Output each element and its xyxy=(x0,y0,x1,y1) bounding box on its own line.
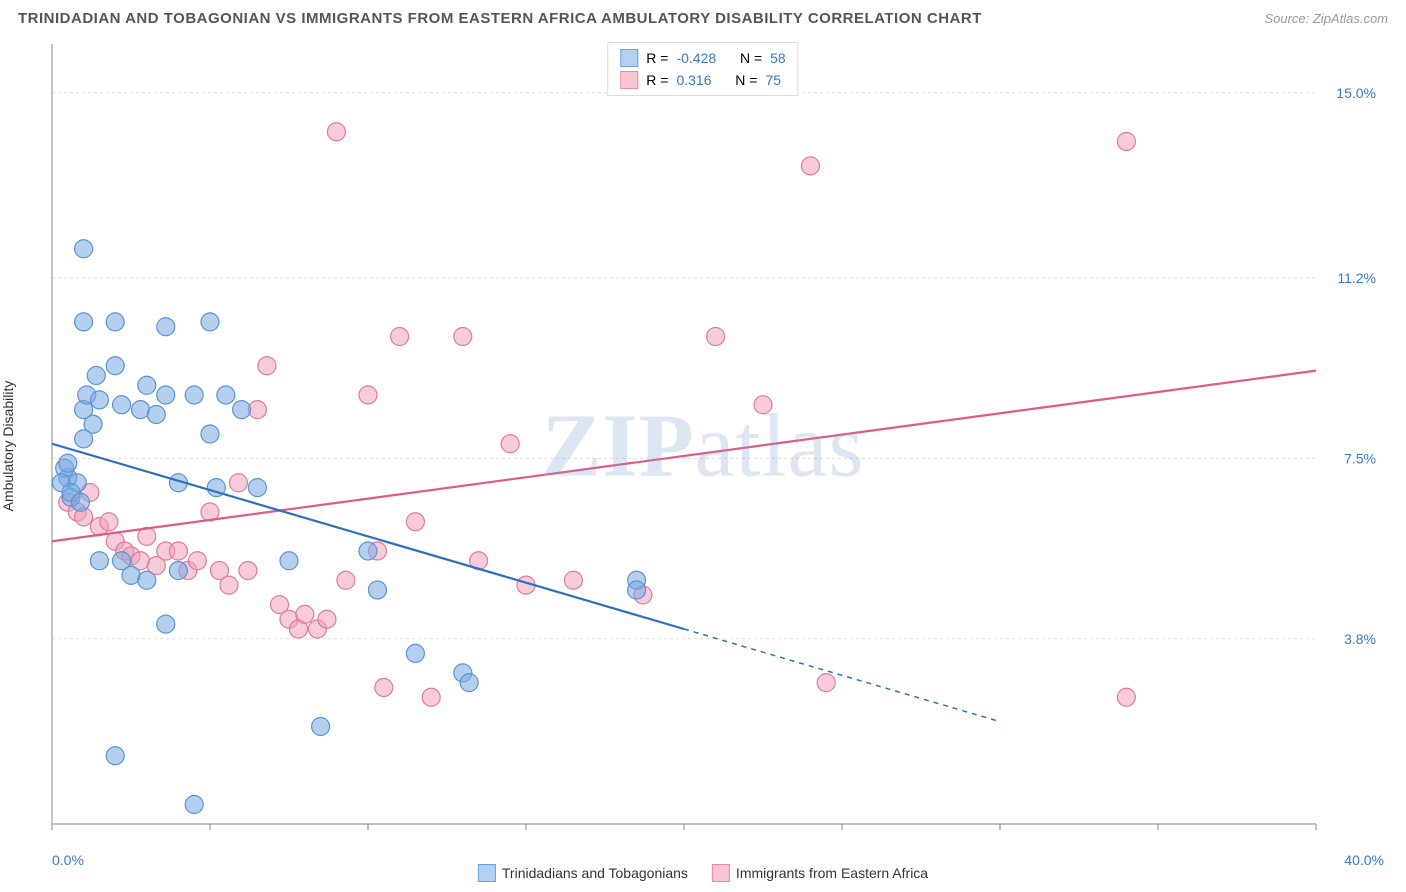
swatch-icon xyxy=(620,49,638,67)
svg-text:7.5%: 7.5% xyxy=(1344,450,1376,466)
correlation-legend: R = -0.428 N = 58 R = 0.316 N = 75 xyxy=(607,42,798,96)
swatch-icon xyxy=(712,864,730,882)
plot-area: 3.8% 7.5% 11.2% 15.0% xyxy=(48,40,1386,844)
x-axis-max-label: 40.0% xyxy=(1344,852,1384,868)
legend-row-pink: R = 0.316 N = 75 xyxy=(620,69,785,91)
x-axis-min-label: 0.0% xyxy=(52,852,84,868)
swatch-icon xyxy=(478,864,496,882)
swatch-icon xyxy=(620,71,638,89)
svg-text:3.8%: 3.8% xyxy=(1344,631,1376,647)
chart-title: TRINIDADIAN AND TOBAGONIAN VS IMMIGRANTS… xyxy=(18,10,982,27)
svg-text:11.2%: 11.2% xyxy=(1337,270,1376,286)
y-axis-label: Ambulatory Disability xyxy=(0,381,16,512)
legend-item-blue: Trinidadians and Tobagonians xyxy=(478,864,688,882)
chart-canvas: 3.8% 7.5% 11.2% 15.0% xyxy=(48,40,1386,844)
source-label: Source: ZipAtlas.com xyxy=(1264,11,1388,26)
series-legend: Trinidadians and Tobagonians Immigrants … xyxy=(478,864,928,882)
svg-text:15.0%: 15.0% xyxy=(1336,85,1376,101)
legend-item-pink: Immigrants from Eastern Africa xyxy=(712,864,928,882)
legend-row-blue: R = -0.428 N = 58 xyxy=(620,47,785,69)
